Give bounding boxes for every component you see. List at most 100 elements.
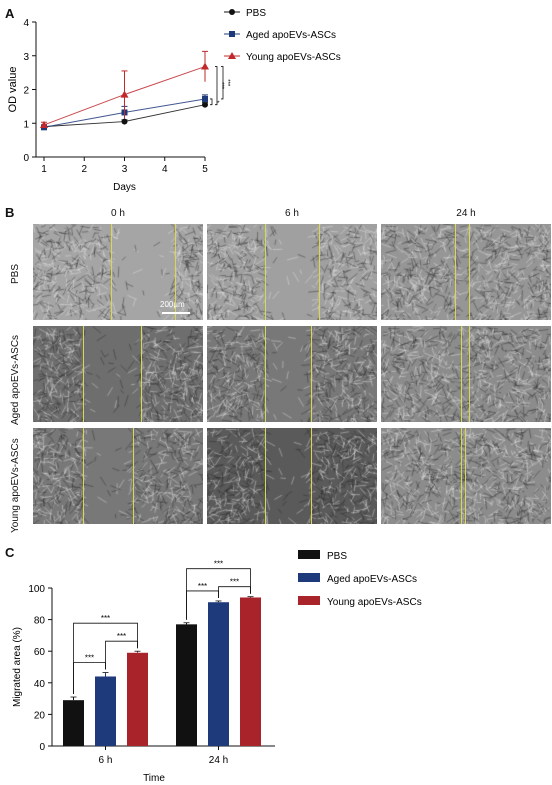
column-label-24h: 24 h bbox=[456, 208, 476, 219]
micrograph-young-6h bbox=[207, 428, 377, 524]
bar bbox=[95, 676, 116, 746]
legend-label: PBS bbox=[327, 551, 347, 562]
y-tick-label: 0 bbox=[39, 742, 45, 753]
micrograph-pbs-0h bbox=[33, 224, 203, 320]
chart-a-od-line-chart: 1 2 3 4 5 0 1 2 3 4 Days OD value PBS Aged apoEVs-ASC… bbox=[7, 8, 341, 193]
wound-edge-line bbox=[133, 428, 134, 524]
significance-label: *** bbox=[117, 632, 126, 641]
x-tick-label: 2 bbox=[81, 164, 87, 175]
y-tick-label: 100 bbox=[28, 584, 45, 595]
wound-edge-line bbox=[465, 428, 466, 524]
y-tick-label: 1 bbox=[23, 119, 29, 130]
legend-label: Young apoEVs-ASCs bbox=[327, 597, 422, 608]
data-point bbox=[202, 101, 208, 108]
wound-edge-line bbox=[469, 224, 470, 320]
scale-bar-label: 200μm bbox=[160, 300, 185, 309]
x-tick-label: 5 bbox=[202, 164, 208, 175]
legend-marker bbox=[228, 52, 236, 59]
column-label-6h: 6 h bbox=[285, 208, 299, 219]
significance-label: *** bbox=[85, 654, 94, 663]
x-tick-label: 24 h bbox=[209, 755, 228, 766]
data-point bbox=[40, 120, 48, 128]
legend-label: Aged apoEVs-ASCs bbox=[246, 30, 336, 41]
wound-edge-line bbox=[461, 428, 462, 524]
significance-label: * bbox=[213, 101, 219, 104]
wound-edge-line bbox=[265, 224, 266, 320]
legend-swatch bbox=[298, 550, 320, 559]
significance-label: *** bbox=[218, 82, 224, 90]
micrograph-young-24h bbox=[381, 428, 551, 524]
data-point bbox=[202, 95, 208, 102]
bar bbox=[127, 652, 148, 746]
wound-edge-line bbox=[469, 326, 470, 422]
significance-label: *** bbox=[224, 79, 230, 87]
significance-bracket bbox=[186, 568, 251, 620]
y-tick-label: 60 bbox=[34, 647, 46, 658]
significance-bracket bbox=[221, 66, 224, 100]
legend-label: Young apoEVs-ASCs bbox=[246, 52, 341, 63]
data-point bbox=[120, 90, 129, 98]
micrograph-texture bbox=[207, 428, 377, 524]
x-axis-title: Days bbox=[113, 182, 136, 193]
row-label-pbs: PBS bbox=[10, 263, 21, 284]
micrograph-texture bbox=[207, 224, 377, 320]
micrograph-pbs-6h bbox=[207, 224, 377, 320]
significance-label: *** bbox=[101, 614, 110, 623]
wound-edge-line bbox=[455, 224, 456, 320]
bar bbox=[240, 597, 261, 746]
data-point bbox=[121, 118, 128, 125]
panel-b-wound-healing-grid: 0 h 6 h 24 h PBS Aged apoEVs-ASCs Young … bbox=[0, 200, 552, 533]
legend-label: PBS bbox=[246, 8, 266, 19]
row-label-aged: Aged apoEVs-ASCs bbox=[10, 334, 21, 425]
wound-edge-line bbox=[311, 428, 312, 524]
wound-edge-line bbox=[311, 326, 312, 422]
legend-label: Aged apoEVs-ASCs bbox=[327, 574, 417, 585]
x-tick-label: 1 bbox=[41, 164, 47, 175]
x-axis-title: Time bbox=[143, 773, 165, 784]
micrograph-texture bbox=[33, 224, 203, 320]
y-axis-title: Migrated area (%) bbox=[12, 627, 23, 707]
panel-b-label: B bbox=[5, 205, 15, 220]
wound-edge-line bbox=[111, 224, 112, 320]
micrograph-texture bbox=[207, 326, 377, 422]
micrograph-young-0h bbox=[33, 428, 203, 524]
bar bbox=[208, 602, 229, 746]
significance-bracket bbox=[210, 98, 213, 106]
micrograph-texture bbox=[33, 326, 203, 422]
significance-bracket bbox=[218, 586, 251, 598]
wound-edge-line bbox=[83, 428, 84, 524]
wound-edge-line bbox=[265, 326, 266, 422]
y-tick-label: 40 bbox=[34, 679, 46, 690]
significance-bracket bbox=[73, 622, 138, 695]
x-tick-label: 4 bbox=[162, 164, 168, 175]
y-tick-label: 0 bbox=[23, 153, 29, 164]
micrograph-pbs-24h bbox=[381, 224, 551, 320]
significance-bracket bbox=[215, 66, 218, 106]
micrograph-texture bbox=[33, 428, 203, 524]
wound-edge-line bbox=[175, 224, 176, 320]
wound-edge-line bbox=[265, 428, 266, 524]
legend-marker bbox=[229, 9, 235, 15]
significance-label: *** bbox=[230, 578, 239, 587]
micrograph-texture bbox=[381, 428, 551, 524]
scale-bar bbox=[162, 312, 190, 314]
data-point bbox=[201, 62, 209, 70]
chart-c-migrated-area-bar-chart: 0 20 40 60 80 100 Migrated area (%) Time 6 h 24 h… bbox=[12, 550, 422, 784]
legend-swatch bbox=[298, 573, 320, 582]
y-axis-title: OD value bbox=[7, 67, 19, 113]
wound-edge-line bbox=[319, 224, 320, 320]
micrograph-texture bbox=[381, 326, 551, 422]
row-label-young: Young apoEVs-ASCs bbox=[10, 438, 21, 533]
y-tick-label: 2 bbox=[23, 86, 29, 97]
bar bbox=[63, 700, 84, 746]
significance-label: *** bbox=[214, 560, 223, 569]
wound-edge-line bbox=[83, 326, 84, 422]
micrograph-aged-0h bbox=[33, 326, 203, 422]
micrograph-aged-6h bbox=[207, 326, 377, 422]
legend-marker bbox=[229, 31, 235, 37]
wound-edge-line bbox=[461, 326, 462, 422]
significance-label: *** bbox=[198, 582, 207, 591]
y-tick-label: 3 bbox=[23, 52, 29, 63]
y-tick-label: 80 bbox=[34, 616, 46, 627]
micrograph-texture bbox=[381, 224, 551, 320]
